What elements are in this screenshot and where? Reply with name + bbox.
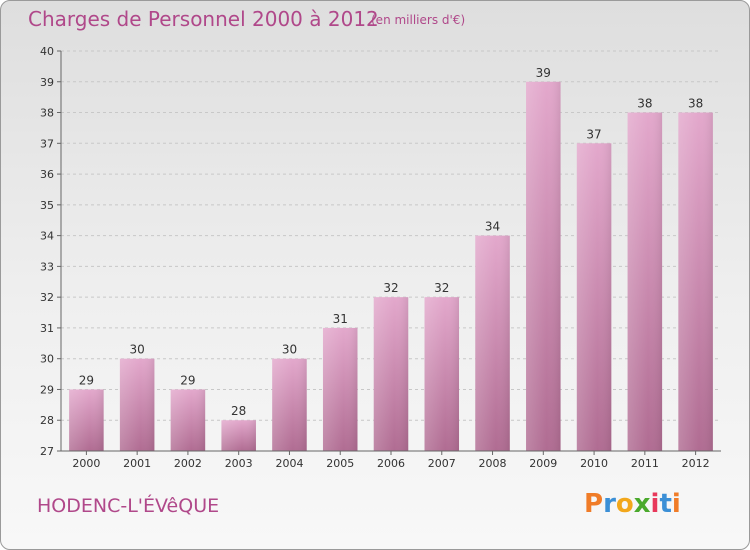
x-tick-label-2009: 2009 — [529, 457, 557, 470]
y-tick-label: 36 — [40, 168, 54, 181]
x-tick-label-2001: 2001 — [123, 457, 151, 470]
x-tick-label-2003: 2003 — [225, 457, 253, 470]
y-tick-label: 38 — [40, 107, 54, 120]
value-label-2006: 32 — [383, 281, 398, 295]
value-labels-layer: 29 30 29 28 30 31 32 32 34 39 37 38 38 — [79, 66, 704, 418]
bar-shade-2007 — [424, 297, 460, 451]
bar-shade-2008 — [475, 235, 510, 451]
value-label-2007: 32 — [434, 281, 449, 295]
x-tick-label-2000: 2000 — [72, 457, 100, 470]
logo-letter: r — [603, 489, 616, 519]
bar-shade-2012 — [678, 112, 713, 452]
y-tick-label: 27 — [40, 445, 54, 458]
value-label-2002: 29 — [180, 373, 195, 387]
bar-shade-2002 — [170, 389, 206, 451]
axis-layer: 27 28 29 30 31 32 33 34 35 36 37 38 39 40 2000 2001 2002… — [40, 45, 721, 470]
value-label-2005: 31 — [333, 312, 348, 326]
proxiti-logo: Proxiti — [584, 489, 681, 519]
value-label-2012: 38 — [688, 97, 703, 111]
y-tick-label: 40 — [40, 45, 54, 58]
x-tick-label-2004: 2004 — [275, 457, 303, 470]
y-tick-label: 28 — [40, 414, 54, 427]
y-tick-label: 33 — [40, 260, 54, 273]
y-tick-label: 35 — [40, 199, 54, 212]
logo-letter: i — [650, 489, 660, 519]
x-tick-label-2007: 2007 — [428, 457, 456, 470]
value-label-2008: 34 — [485, 220, 500, 234]
bar-shade-2011 — [627, 112, 663, 452]
x-tick-label-2010: 2010 — [580, 457, 608, 470]
bar-shade-2000 — [69, 389, 104, 451]
bar-shade-2010 — [576, 143, 612, 452]
bar-shade-2009 — [526, 81, 561, 452]
x-tick-label-2006: 2006 — [377, 457, 405, 470]
x-tick-label-2011: 2011 — [631, 457, 659, 470]
value-label-2000: 29 — [79, 373, 94, 387]
logo-letter: x — [633, 489, 651, 519]
x-tick-label-2005: 2005 — [326, 457, 354, 470]
y-tick-label: 39 — [40, 76, 54, 89]
logo-letter: P — [584, 489, 604, 519]
value-label-2010: 37 — [586, 127, 601, 141]
x-tick-label-2008: 2008 — [479, 457, 507, 470]
logo-letter: o — [615, 489, 634, 519]
bar-shade-2003 — [221, 420, 256, 451]
bars-layer — [69, 81, 713, 452]
bar-shade-2005 — [322, 327, 358, 451]
y-tick-label: 34 — [40, 230, 54, 243]
commune-name: HODENC-L'ÉVêQUE — [37, 495, 220, 517]
bar-shade-2006 — [373, 297, 409, 451]
logo-letter: i — [671, 489, 681, 519]
x-tick-label-2002: 2002 — [174, 457, 202, 470]
bar-shade-2004 — [272, 358, 307, 451]
bar-shade-2001 — [119, 358, 155, 451]
y-tick-label: 30 — [40, 353, 54, 366]
y-tick-label: 29 — [40, 383, 54, 396]
y-tick-label: 32 — [40, 291, 54, 304]
value-label-2011: 38 — [637, 97, 652, 111]
x-tick-label-2012: 2012 — [682, 457, 710, 470]
logo-letter: t — [659, 489, 672, 519]
value-label-2004: 30 — [282, 343, 297, 357]
value-label-2001: 30 — [130, 343, 145, 357]
unit-note: (en milliers d'€) — [371, 13, 466, 27]
value-label-2009: 39 — [536, 66, 551, 80]
value-label-2003: 28 — [231, 404, 246, 418]
y-tick-label: 37 — [40, 137, 54, 150]
y-tick-label: 31 — [40, 322, 54, 335]
chart-title: Charges de Personnel 2000 à 2012 — [28, 7, 379, 31]
